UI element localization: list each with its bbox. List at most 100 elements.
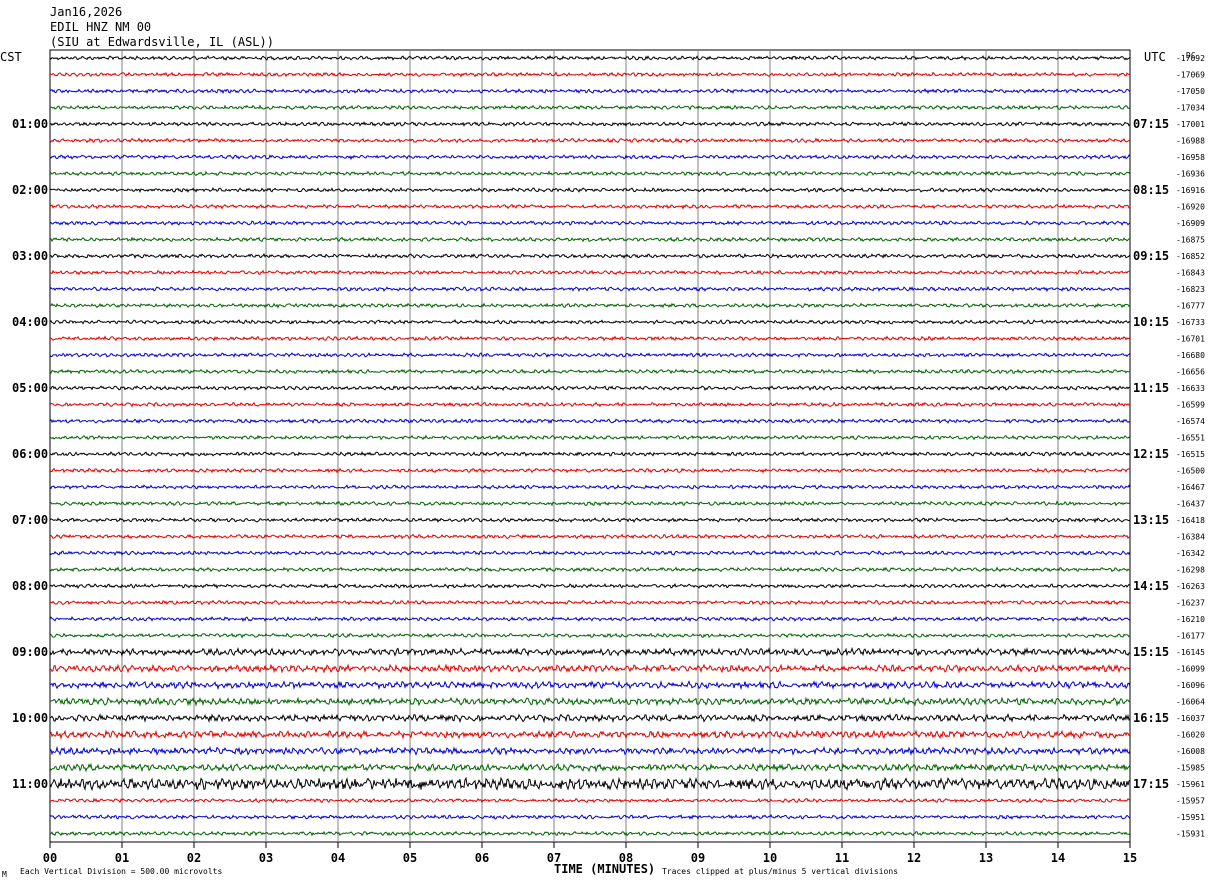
- left-time-label: 08:00: [12, 579, 48, 593]
- trace-line: [49, 599, 1131, 606]
- x-tick-label: 13: [979, 851, 993, 865]
- dc-offset-label: -16574: [1176, 417, 1205, 426]
- left-time-label: 06:00: [12, 447, 48, 461]
- trace-line: [49, 285, 1131, 293]
- x-tick-label: 04: [331, 851, 345, 865]
- trace-line: [49, 220, 1131, 227]
- trace-line: [49, 170, 1131, 177]
- trace-line: [49, 269, 1131, 276]
- dc-offset-label: -16008: [1176, 747, 1205, 756]
- x-tick-label: 15: [1123, 851, 1137, 865]
- x-tick-label: 14: [1051, 851, 1065, 865]
- dc-offset-label: -16936: [1176, 170, 1205, 179]
- left-time-label: 11:00: [12, 777, 48, 791]
- trace-line: [49, 401, 1131, 408]
- dc-offset-label: -15985: [1176, 764, 1205, 773]
- left-time-label: 03:00: [12, 249, 48, 263]
- dc-offset-label: -16145: [1176, 648, 1205, 657]
- seismic-traces: [49, 54, 1131, 837]
- x-tick-label: 06: [475, 851, 489, 865]
- trace-line: [49, 451, 1131, 457]
- trace-line: [49, 121, 1131, 128]
- right-time-label: 08:15: [1133, 183, 1169, 197]
- right-time-label: 07:15: [1133, 117, 1169, 131]
- dc-offset-label: -16096: [1176, 681, 1205, 690]
- dc-offset-axis: -17092 -17069 -17050 -17034 -17001 -16988 -169…: [1176, 54, 1205, 839]
- trace-line: [49, 679, 1131, 691]
- right-time-label: 13:15: [1133, 513, 1169, 527]
- trace-line: [50, 830, 1131, 837]
- x-tick-label: 00: [43, 851, 57, 865]
- dc-offset-label: -16633: [1176, 384, 1205, 393]
- dc-offset-label: -16037: [1176, 714, 1205, 723]
- left-time-label: 02:00: [12, 183, 48, 197]
- vertical-scale-note: Each Vertical Division = 500.00 microvol…: [20, 867, 222, 876]
- dc-offset-label: -16988: [1176, 137, 1205, 146]
- trace-line: [49, 352, 1131, 359]
- dc-offset-label: -17001: [1176, 120, 1205, 129]
- trace-line: [49, 646, 1131, 658]
- dc-offset-label: -16500: [1176, 467, 1205, 476]
- plot-frame: [49, 49, 1131, 843]
- left-timezone-label: CST: [0, 50, 22, 64]
- dc-offset-label: -16210: [1176, 615, 1205, 624]
- station-location: (SIU at Edwardsville, IL (ASL)): [50, 35, 274, 49]
- dc-offset-label: -16916: [1176, 186, 1205, 195]
- dc-offset-label: -16875: [1176, 236, 1205, 245]
- trace-line: [49, 797, 1131, 804]
- dc-offset-label: -17050: [1176, 87, 1205, 96]
- right-time-label: 15:15: [1133, 645, 1169, 659]
- trace-line: [49, 776, 1131, 792]
- trace-line: [49, 566, 1131, 573]
- trace-line: [49, 104, 1131, 111]
- x-tick-label: 09: [691, 851, 705, 865]
- right-time-label: 11:15: [1133, 381, 1169, 395]
- dc-offset-label: -16701: [1176, 335, 1205, 344]
- x-tick-label: 11: [835, 851, 849, 865]
- dc-offset-label: -16467: [1176, 483, 1205, 492]
- trace-line: [49, 154, 1131, 161]
- trace-line: [49, 368, 1131, 375]
- right-time-label: 12:15: [1133, 447, 1169, 461]
- dc-offset-header: DC: [1186, 51, 1196, 60]
- x-tick-label: 01: [115, 851, 129, 865]
- dc-offset-label: -16342: [1176, 549, 1205, 558]
- trace-line: [49, 533, 1131, 540]
- trace-line: [49, 729, 1131, 740]
- left-time-label: 04:00: [12, 315, 48, 329]
- dc-offset-label: -16064: [1176, 698, 1205, 707]
- left-time-axis: 01:00 02:00 03:00 04:00 05:00 06:00 07:00 08:00…: [12, 117, 48, 791]
- dc-offset-label: -16909: [1176, 219, 1205, 228]
- trace-line: [49, 762, 1131, 773]
- dc-offset-label: -16384: [1176, 533, 1205, 542]
- right-time-label: 10:15: [1133, 315, 1169, 329]
- trace-line: [49, 467, 1131, 474]
- trace-line: [49, 203, 1131, 210]
- x-tick-label: 08: [619, 851, 633, 865]
- dc-offset-label: -16551: [1176, 434, 1205, 443]
- dc-offset-label: -16852: [1176, 252, 1205, 261]
- trace-line: [50, 302, 1131, 309]
- right-time-label: 09:15: [1133, 249, 1169, 263]
- dc-offset-label: -16680: [1176, 351, 1205, 360]
- trace-line: [49, 549, 1131, 557]
- trace-line: [49, 186, 1131, 193]
- trace-line: [49, 137, 1131, 144]
- x-tick-label: 02: [187, 851, 201, 865]
- dc-offset-label: -17034: [1176, 104, 1205, 113]
- minutes-axis: 00 01 02 03 04 05 06 07 08 09 10 11 12 13 14 15: [43, 842, 1137, 865]
- dc-offset-label: -16177: [1176, 632, 1205, 641]
- trace-line: [49, 663, 1131, 674]
- dc-offset-label: -16599: [1176, 401, 1205, 410]
- dc-offset-label: -16020: [1176, 731, 1205, 740]
- right-time-axis: 07:15 08:15 09:15 10:15 11:15 12:15 13:15 14:15…: [1133, 117, 1169, 791]
- dc-offset-label: -16777: [1176, 302, 1205, 311]
- trace-line: [49, 632, 1131, 639]
- trace-line: [49, 582, 1131, 590]
- right-time-label: 16:15: [1133, 711, 1169, 725]
- x-tick-label: 07: [547, 851, 561, 865]
- dc-offset-label: -16437: [1176, 500, 1205, 509]
- dc-offset-label: -17069: [1176, 71, 1205, 80]
- trace-line: [49, 418, 1131, 425]
- x-tick-label: 10: [763, 851, 777, 865]
